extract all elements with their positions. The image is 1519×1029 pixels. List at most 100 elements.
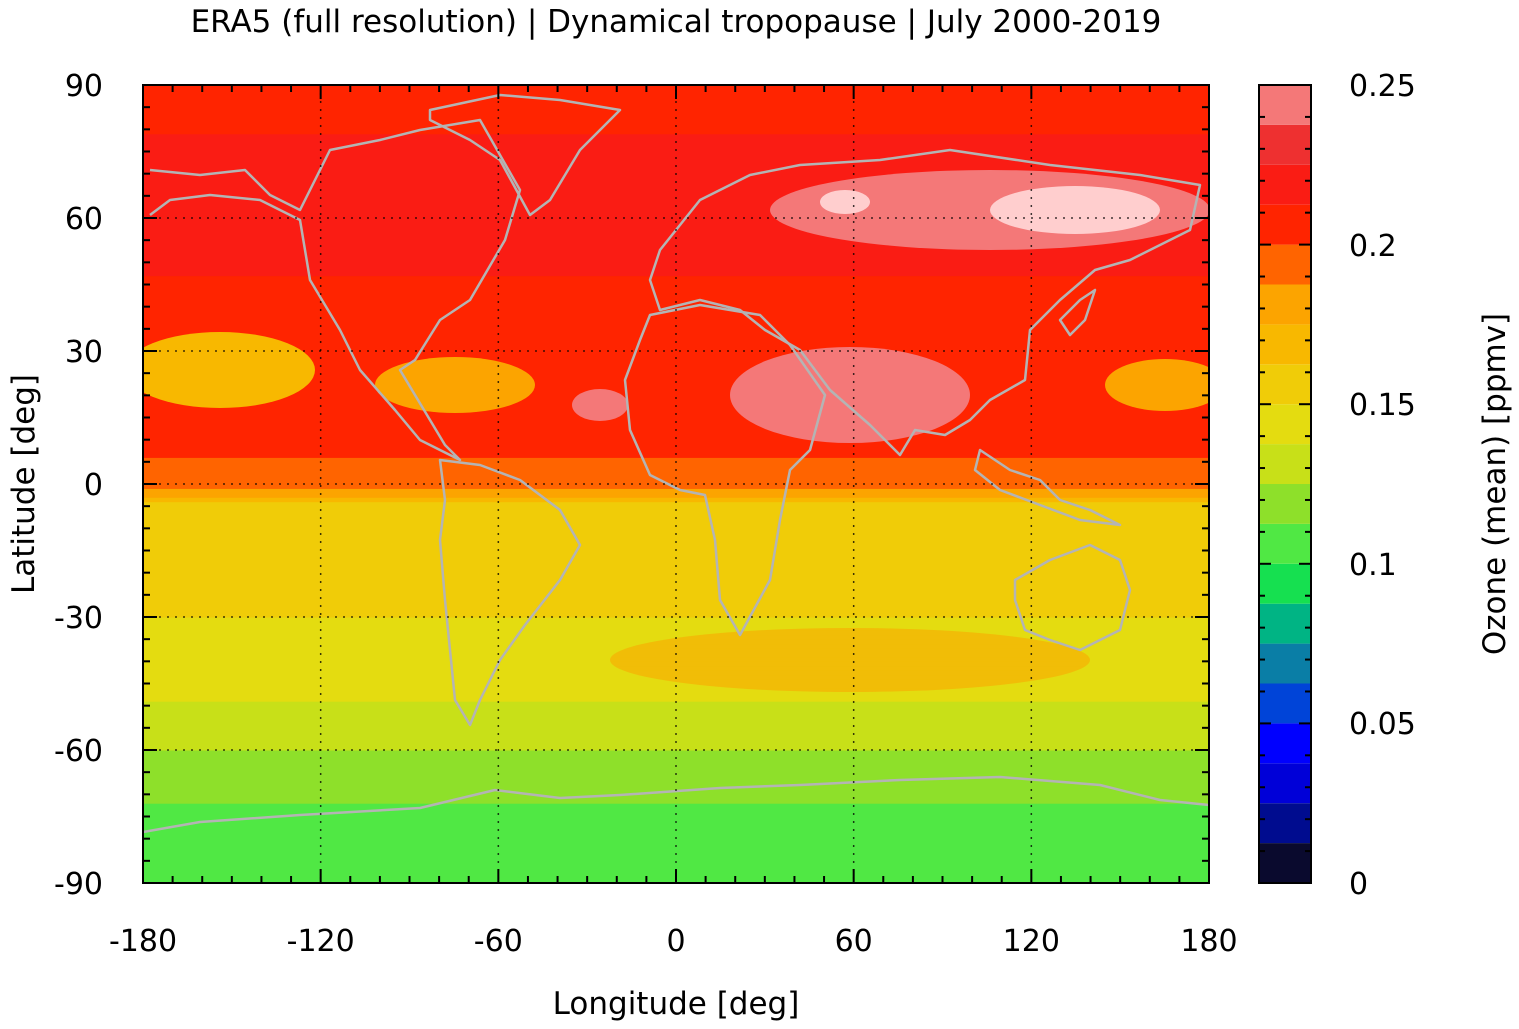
colorbar-segment [1259,763,1311,804]
ozone-band [143,257,1209,263]
ozone-band [143,151,1209,157]
ozone-band [143,208,1209,215]
chart-title: ERA5 (full resolution) | Dynamical tropo… [191,4,1162,40]
colorbar-segment [1259,164,1311,205]
ozone-band [143,377,1209,383]
ozone-band [143,452,1209,458]
x-tick-label: -180 [109,924,177,959]
ozone-band [143,518,1209,525]
ozone-band [143,714,1209,720]
anomaly-east-siberia-max [990,186,1160,234]
colorbar-segment [1259,324,1311,365]
coastline-north-america [149,118,522,462]
ozone-band [143,456,1209,463]
ozone-band [143,829,1209,835]
ozone-band [143,421,1209,427]
colorbar-segment [1259,124,1311,165]
ozone-band [143,798,1209,804]
colorbar-segment [1259,284,1311,325]
colorbar-tick-label: 0.2 [1349,229,1397,264]
anomaly-south-indian [610,628,1090,692]
ozone-band [143,510,1209,516]
colorbar-segment [1259,643,1311,684]
axis-tick-marks [142,84,1210,884]
ozone-band [143,164,1209,170]
coastline-eurasia [648,148,1202,457]
colorbar-segment [1259,244,1311,285]
coastline-japan [1058,288,1097,337]
map-plot-area [143,85,1209,883]
ozone-band [143,620,1209,627]
colorbar-tick-labels: 0.25 0.2 0.15 0.1 0.05 0 [1349,69,1416,902]
ozone-band [143,824,1209,831]
anomaly-arabia-india [730,347,970,443]
ozone-band [143,576,1209,583]
ozone-band [143,111,1209,117]
colorbar-tick-label: 0 [1349,867,1368,902]
colorbar-segment [1259,843,1311,883]
ozone-band [143,97,1209,104]
coastline-africa [623,303,827,637]
ozone-band [143,142,1209,148]
ozone-band [143,332,1209,339]
y-tick-label: -30 [54,601,103,636]
ozone-band [143,864,1209,871]
x-tick-label: 120 [1003,924,1060,959]
ozone-band [143,133,1209,139]
colorbar-segment [1259,204,1311,245]
ozone-band [143,292,1209,299]
ozone-band [143,776,1209,782]
ozone-band [143,820,1209,826]
ozone-band [143,527,1209,534]
ozone-band [143,567,1209,574]
ozone-band [143,709,1209,716]
ozone-band [143,261,1209,268]
ozone-band [143,470,1209,476]
colorbar-segment [1259,85,1311,125]
ozone-band [143,607,1209,614]
ozone-band [143,341,1209,348]
colorbar-frame [1258,84,1312,884]
ozone-band [143,173,1209,179]
anomaly-gulf-of-mexico [375,357,535,413]
y-tick-label: -90 [54,867,103,902]
ozone-band [143,279,1209,285]
anomaly-west-pacific [1105,359,1209,411]
ozone-band [143,492,1209,498]
colorbar-segment [1259,364,1311,405]
ozone-band [143,505,1209,512]
ozone-band [143,430,1209,436]
ozone-band [143,598,1209,605]
ozone-band [143,727,1209,733]
ozone-band [143,589,1209,596]
ozone-band [143,408,1209,414]
plot-grid [143,85,1209,883]
x-axis-label: Longitude [deg] [553,986,800,1022]
ozone-band [143,816,1209,822]
ozone-band [143,749,1209,755]
ozone-band [143,372,1209,379]
ozone-band [143,412,1209,418]
y-tick-label: -60 [54,734,103,769]
ozone-band [143,266,1209,272]
ozone-band [143,381,1209,387]
ozone-band [143,545,1209,551]
ozone-band [143,745,1209,751]
ozone-band [143,239,1209,246]
ozone-band [143,784,1209,791]
ozone-band [143,159,1209,166]
colorbar-segment [1259,563,1311,604]
ozone-band [143,465,1209,472]
ozone-band [143,399,1209,405]
ozone-band [143,448,1209,454]
ozone-band [143,700,1209,707]
ozone-band [143,213,1209,219]
ozone-band [143,479,1209,485]
y-tick-label: 30 [65,335,103,370]
ozone-band [143,368,1209,374]
ozone-band [143,350,1209,356]
anomaly-north-pacific [143,332,315,408]
ozone-band [143,199,1209,206]
colorbar-tick-label: 0.15 [1349,388,1416,423]
